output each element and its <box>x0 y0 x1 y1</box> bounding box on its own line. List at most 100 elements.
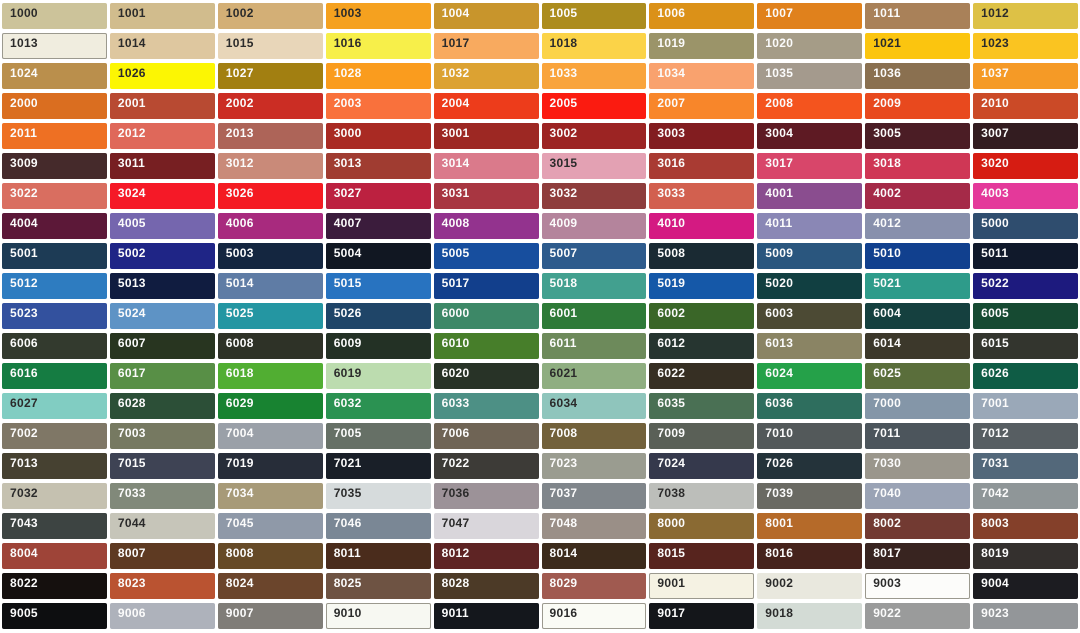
color-swatch-7021[interactable]: 7021 <box>325 453 431 479</box>
color-swatch-7013[interactable]: 7013 <box>2 453 107 479</box>
color-swatch-9022[interactable]: 9022 <box>865 603 971 629</box>
color-swatch-2008[interactable]: 2008 <box>757 93 863 119</box>
color-swatch-5025[interactable]: 5025 <box>217 303 323 329</box>
color-swatch-6008[interactable]: 6008 <box>217 333 323 359</box>
color-swatch-1036[interactable]: 1036 <box>865 63 971 89</box>
color-swatch-7044[interactable]: 7044 <box>109 513 215 539</box>
color-swatch-8011[interactable]: 8011 <box>325 543 431 569</box>
color-swatch-7019[interactable]: 7019 <box>217 453 323 479</box>
color-swatch-7022[interactable]: 7022 <box>433 453 539 479</box>
color-swatch-2005[interactable]: 2005 <box>541 93 647 119</box>
color-swatch-3003[interactable]: 3003 <box>649 123 755 149</box>
color-swatch-6028[interactable]: 6028 <box>109 393 215 419</box>
color-swatch-6021[interactable]: 6021 <box>541 363 647 389</box>
color-swatch-3002[interactable]: 3002 <box>541 123 647 149</box>
color-swatch-6024[interactable]: 6024 <box>757 363 863 389</box>
color-swatch-9016[interactable]: 9016 <box>541 603 647 629</box>
color-swatch-1035[interactable]: 1035 <box>757 63 863 89</box>
color-swatch-5019[interactable]: 5019 <box>649 273 755 299</box>
color-swatch-4002[interactable]: 4002 <box>865 183 971 209</box>
color-swatch-6016[interactable]: 6016 <box>2 363 107 389</box>
color-swatch-5014[interactable]: 5014 <box>217 273 323 299</box>
color-swatch-5020[interactable]: 5020 <box>757 273 863 299</box>
color-swatch-4005[interactable]: 4005 <box>109 213 215 239</box>
color-swatch-3012[interactable]: 3012 <box>217 153 323 179</box>
color-swatch-1017[interactable]: 1017 <box>433 33 539 59</box>
color-swatch-5007[interactable]: 5007 <box>541 243 647 269</box>
color-swatch-1032[interactable]: 1032 <box>433 63 539 89</box>
color-swatch-5010[interactable]: 5010 <box>865 243 971 269</box>
color-swatch-7037[interactable]: 7037 <box>541 483 647 509</box>
color-swatch-7001[interactable]: 7001 <box>973 393 1078 419</box>
color-swatch-1034[interactable]: 1034 <box>649 63 755 89</box>
color-swatch-8003[interactable]: 8003 <box>973 513 1078 539</box>
color-swatch-4006[interactable]: 4006 <box>217 213 323 239</box>
color-swatch-1001[interactable]: 1001 <box>109 3 215 29</box>
color-swatch-5011[interactable]: 5011 <box>973 243 1078 269</box>
color-swatch-6009[interactable]: 6009 <box>325 333 431 359</box>
color-swatch-2012[interactable]: 2012 <box>109 123 215 149</box>
color-swatch-6014[interactable]: 6014 <box>865 333 971 359</box>
color-swatch-6032[interactable]: 6032 <box>325 393 431 419</box>
color-swatch-8024[interactable]: 8024 <box>217 573 323 599</box>
color-swatch-3013[interactable]: 3013 <box>325 153 431 179</box>
color-swatch-9018[interactable]: 9018 <box>757 603 863 629</box>
color-swatch-4007[interactable]: 4007 <box>325 213 431 239</box>
color-swatch-1037[interactable]: 1037 <box>973 63 1078 89</box>
color-swatch-1020[interactable]: 1020 <box>757 33 863 59</box>
color-swatch-7030[interactable]: 7030 <box>865 453 971 479</box>
color-swatch-5018[interactable]: 5018 <box>541 273 647 299</box>
color-swatch-8029[interactable]: 8029 <box>541 573 647 599</box>
color-swatch-1002[interactable]: 1002 <box>217 3 323 29</box>
color-swatch-7004[interactable]: 7004 <box>217 423 323 449</box>
color-swatch-6022[interactable]: 6022 <box>649 363 755 389</box>
color-swatch-2004[interactable]: 2004 <box>433 93 539 119</box>
color-swatch-3017[interactable]: 3017 <box>757 153 863 179</box>
color-swatch-8014[interactable]: 8014 <box>541 543 647 569</box>
color-swatch-5008[interactable]: 5008 <box>649 243 755 269</box>
color-swatch-4009[interactable]: 4009 <box>541 213 647 239</box>
color-swatch-5017[interactable]: 5017 <box>433 273 539 299</box>
color-swatch-3032[interactable]: 3032 <box>541 183 647 209</box>
color-swatch-8012[interactable]: 8012 <box>433 543 539 569</box>
color-swatch-2001[interactable]: 2001 <box>109 93 215 119</box>
color-swatch-7026[interactable]: 7026 <box>757 453 863 479</box>
color-swatch-6036[interactable]: 6036 <box>757 393 863 419</box>
color-swatch-7009[interactable]: 7009 <box>649 423 755 449</box>
color-swatch-3000[interactable]: 3000 <box>325 123 431 149</box>
color-swatch-5005[interactable]: 5005 <box>433 243 539 269</box>
color-swatch-6034[interactable]: 6034 <box>541 393 647 419</box>
color-swatch-2010[interactable]: 2010 <box>973 93 1078 119</box>
color-swatch-6005[interactable]: 6005 <box>973 303 1078 329</box>
color-swatch-6017[interactable]: 6017 <box>109 363 215 389</box>
color-swatch-4003[interactable]: 4003 <box>973 183 1078 209</box>
color-swatch-3018[interactable]: 3018 <box>865 153 971 179</box>
color-swatch-3005[interactable]: 3005 <box>865 123 971 149</box>
color-swatch-3020[interactable]: 3020 <box>973 153 1078 179</box>
color-swatch-6011[interactable]: 6011 <box>541 333 647 359</box>
color-swatch-9007[interactable]: 9007 <box>217 603 323 629</box>
color-swatch-1015[interactable]: 1015 <box>217 33 323 59</box>
color-swatch-6019[interactable]: 6019 <box>325 363 431 389</box>
color-swatch-4001[interactable]: 4001 <box>757 183 863 209</box>
color-swatch-5013[interactable]: 5013 <box>109 273 215 299</box>
color-swatch-6010[interactable]: 6010 <box>433 333 539 359</box>
color-swatch-7048[interactable]: 7048 <box>541 513 647 539</box>
color-swatch-6027[interactable]: 6027 <box>2 393 107 419</box>
color-swatch-5024[interactable]: 5024 <box>109 303 215 329</box>
color-swatch-7035[interactable]: 7035 <box>325 483 431 509</box>
color-swatch-3022[interactable]: 3022 <box>2 183 107 209</box>
color-swatch-5015[interactable]: 5015 <box>325 273 431 299</box>
color-swatch-2011[interactable]: 2011 <box>2 123 107 149</box>
color-swatch-7002[interactable]: 7002 <box>2 423 107 449</box>
color-swatch-3011[interactable]: 3011 <box>109 153 215 179</box>
color-swatch-5001[interactable]: 5001 <box>2 243 107 269</box>
color-swatch-5003[interactable]: 5003 <box>217 243 323 269</box>
color-swatch-7003[interactable]: 7003 <box>109 423 215 449</box>
color-swatch-2002[interactable]: 2002 <box>217 93 323 119</box>
color-swatch-2000[interactable]: 2000 <box>2 93 107 119</box>
color-swatch-4008[interactable]: 4008 <box>433 213 539 239</box>
color-swatch-9006[interactable]: 9006 <box>109 603 215 629</box>
color-swatch-8002[interactable]: 8002 <box>865 513 971 539</box>
color-swatch-7038[interactable]: 7038 <box>649 483 755 509</box>
